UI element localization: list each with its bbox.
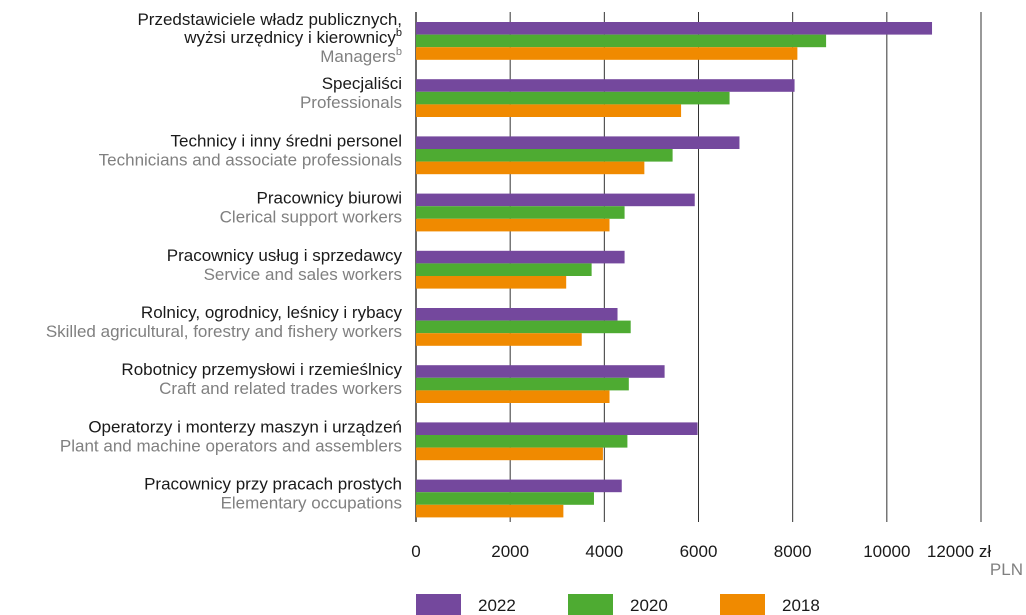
category-label-en: Skilled agricultural, forestry and fishe… — [46, 322, 402, 341]
bar-2020-1 — [416, 91, 730, 105]
legend-swatch-2020 — [568, 594, 613, 615]
category-label-pl: Pracownicy przy pracach prostych — [144, 475, 402, 494]
x-axis-ticks: 0 2000 4000 6000 8000 10000 12000 zł — [411, 542, 991, 561]
category-label-pl: Robotnicy przemysłowi i rzemieślnicy — [121, 360, 402, 379]
category-label-pl-line2: wyżsi urzędnicy i kierownicyb — [183, 27, 402, 47]
bar-2018-3 — [416, 218, 610, 232]
x-tick-label: 8000 — [774, 542, 812, 561]
bar-2018-8 — [416, 504, 564, 518]
legend-label-2018: 2018 — [782, 596, 820, 615]
x-tick-label: 0 — [411, 542, 420, 561]
x-tick-value: 12000 — [927, 542, 974, 561]
category-label-pl: Pracownicy biurowi — [257, 189, 403, 208]
bar-2018-5 — [416, 333, 582, 346]
bar-2022-2 — [416, 136, 740, 149]
bar-2022-5 — [416, 308, 618, 321]
category-label-pl: Rolnicy, ogrodnicy, leśnicy i rybacy — [141, 303, 403, 322]
bar-2020-8 — [416, 492, 594, 505]
category-label-pl-line2-text: wyżsi urzędnicy i kierownicy — [183, 28, 396, 47]
x-tick-value: 4000 — [585, 542, 623, 561]
footnote-marker: b — [396, 46, 402, 58]
x-tick-label: 6000 — [680, 542, 718, 561]
x-tick-label: 4000 — [585, 542, 623, 561]
x-tick-value: 0 — [411, 542, 420, 561]
category-label-pl: Pracownicy usług i sprzedawcy — [167, 246, 403, 265]
category-labels: Przedstawiciele władz publicznych,wyżsi … — [46, 10, 403, 513]
bar-2018-6 — [416, 390, 610, 403]
x-tick-value: 2000 — [491, 542, 529, 561]
category-label-en: Elementary occupations — [221, 494, 402, 513]
bar-2020-4 — [416, 263, 592, 276]
x-axis-unit-pl: zł — [974, 542, 991, 561]
footnote-marker: b — [396, 27, 402, 39]
bar-2022-0 — [416, 22, 933, 35]
category-label-en: Managersb — [320, 46, 402, 66]
bar-2020-5 — [416, 320, 631, 334]
bar-2018-0 — [416, 47, 798, 60]
bar-2020-0 — [416, 34, 827, 48]
category-label-en: Clerical support workers — [220, 208, 402, 227]
bar-2020-2 — [416, 149, 673, 162]
bar-2022-1 — [416, 79, 795, 92]
category-label-en: Service and sales workers — [204, 265, 402, 284]
x-tick-label: 2000 — [491, 542, 529, 561]
category-label-en: Craft and related trades workers — [159, 379, 402, 398]
legend-label-2022: 2022 — [478, 596, 516, 615]
bars — [416, 22, 933, 518]
category-label-en-text: Managers — [320, 47, 396, 66]
x-tick-value: 6000 — [680, 542, 718, 561]
category-label-en: Professionals — [300, 93, 402, 112]
bar-2018-2 — [416, 161, 645, 175]
category-label-pl: Operatorzy i monterzy maszyn i urządzeń — [88, 417, 402, 436]
bar-2022-6 — [416, 365, 665, 378]
x-tick-label: 12000 zł — [927, 542, 992, 561]
x-tick-label: 10000 — [863, 542, 910, 561]
bar-2022-4 — [416, 250, 625, 264]
category-label-pl: Specjaliści — [322, 74, 402, 93]
x-axis-unit-en: PLN — [990, 560, 1023, 579]
legend: 2022 2020 2018 — [416, 594, 820, 615]
x-tick-value: 10000 — [863, 542, 910, 561]
bar-2020-3 — [416, 206, 625, 219]
bar-2018-4 — [416, 276, 567, 289]
bar-2018-1 — [416, 104, 682, 117]
bar-2020-7 — [416, 435, 628, 448]
category-label-pl: Przedstawiciele władz publicznych, — [137, 10, 402, 29]
bar-2022-3 — [416, 193, 695, 207]
bar-2022-7 — [416, 422, 698, 435]
legend-swatch-2018 — [720, 594, 765, 615]
legend-swatch-2022 — [416, 594, 461, 615]
legend-label-2020: 2020 — [630, 596, 668, 615]
x-tick-value: 8000 — [774, 542, 812, 561]
category-label-en: Technicians and associate professionals — [99, 150, 402, 169]
category-label-pl: Technicy i inny średni personel — [170, 131, 402, 150]
bar-2022-8 — [416, 479, 622, 493]
bar-2020-6 — [416, 377, 629, 391]
category-label-en: Plant and machine operators and assemble… — [60, 436, 402, 455]
bar-2018-7 — [416, 447, 603, 461]
